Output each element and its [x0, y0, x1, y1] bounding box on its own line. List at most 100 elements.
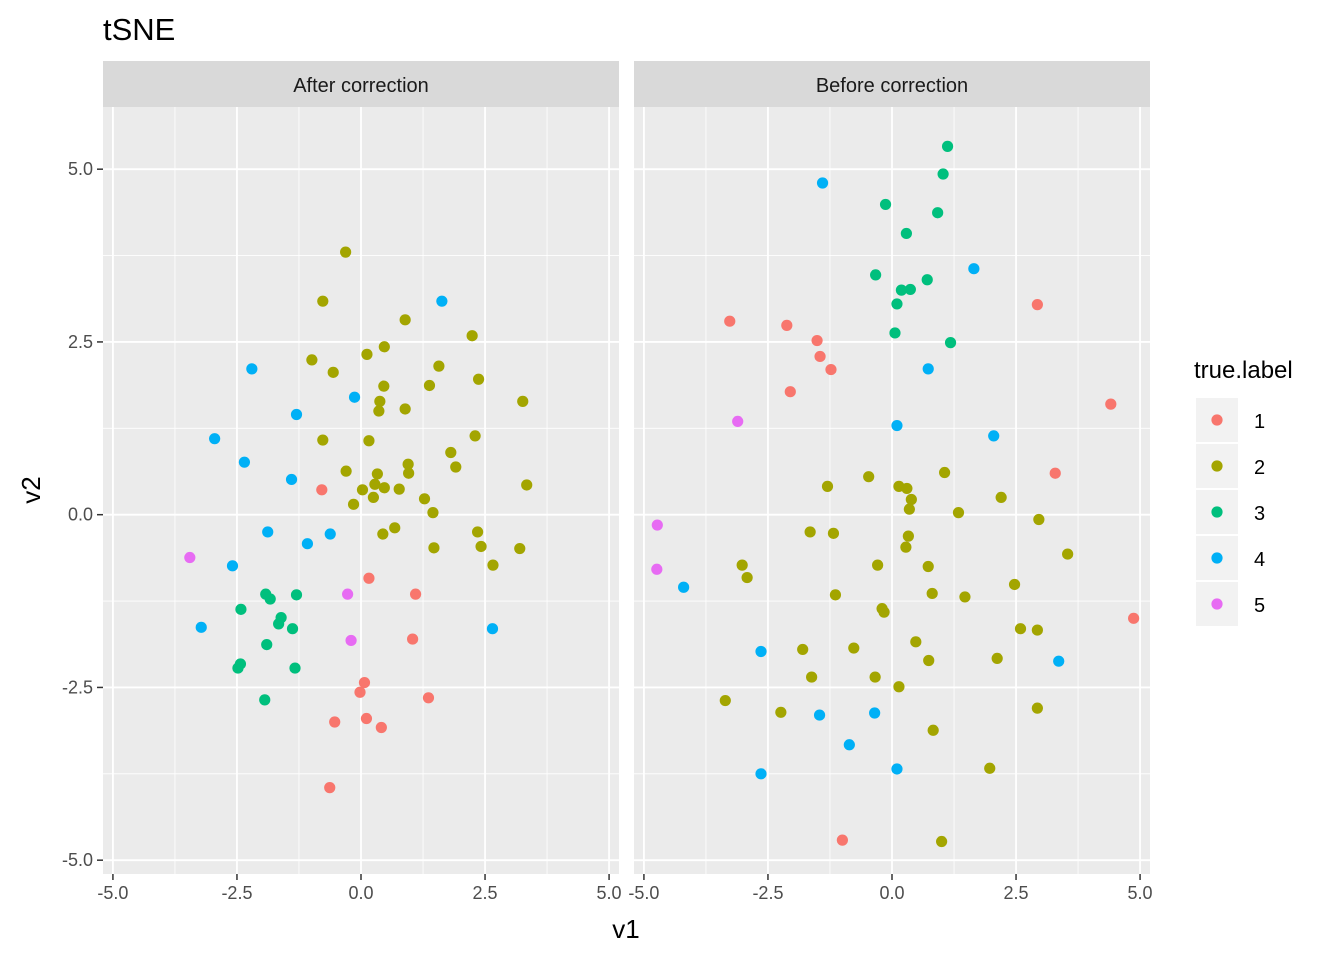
point-label-2 [389, 522, 401, 534]
point-label-3 [260, 588, 272, 600]
point-label-2 [340, 246, 352, 258]
point-label-3 [889, 327, 901, 339]
point-label-2 [427, 507, 439, 519]
point-label-2 [399, 314, 411, 326]
data-points [651, 140, 1140, 848]
point-label-3 [259, 694, 271, 706]
point-label-4 [678, 581, 690, 593]
legend-label-5: 5 [1254, 595, 1265, 617]
point-label-1 [781, 319, 793, 331]
point-label-5 [345, 634, 357, 647]
point-label-2 [423, 379, 436, 392]
point-label-2 [741, 571, 753, 584]
point-label-4 [290, 408, 303, 421]
point-label-4 [486, 623, 499, 635]
point-label-2 [475, 540, 487, 553]
point-label-4 [922, 363, 934, 375]
point-label-2 [869, 671, 881, 683]
point-label-4 [891, 763, 903, 775]
point-label-2 [469, 430, 481, 442]
point-label-2 [936, 835, 948, 848]
point-label-2 [821, 480, 834, 492]
point-label-1 [407, 633, 419, 645]
point-label-4 [226, 560, 239, 572]
point-label-2 [450, 461, 462, 473]
point-label-2 [927, 724, 939, 736]
point-label-2 [736, 559, 748, 571]
point-label-2 [804, 526, 816, 538]
point-label-2 [466, 330, 478, 342]
point-label-2 [863, 471, 875, 483]
legend-swatch-4 [1211, 552, 1223, 564]
point-label-2 [775, 706, 787, 718]
point-label-1 [375, 721, 387, 734]
panel-before-correction: Before correction -5.0 -2.5 0.0 2.5 5.0 [628, 61, 1153, 903]
legend-swatch-2 [1211, 460, 1223, 472]
x-tick-label: 5.0 [597, 883, 622, 903]
chart-title: tSNE [103, 12, 175, 47]
point-label-1 [784, 386, 796, 398]
point-label-1 [724, 315, 736, 327]
point-label-2 [317, 295, 329, 307]
facet-strip [103, 61, 619, 107]
point-label-2 [901, 482, 913, 495]
panels: After correction -5.0 -2.5 0.0 2.5 5.0 -5.0 -2.… [62, 61, 1153, 903]
point-label-5 [342, 588, 354, 600]
point-label-2 [910, 636, 922, 648]
point-label-2 [317, 434, 329, 446]
x-axis-title: v1 [612, 914, 639, 944]
point-label-4 [968, 263, 980, 275]
point-label-2 [926, 587, 938, 600]
point-label-2 [471, 526, 484, 538]
point-label-3 [879, 198, 892, 211]
point-label-4 [324, 528, 336, 540]
point-label-2 [340, 465, 352, 477]
point-label-3 [895, 284, 908, 296]
point-label-3 [944, 337, 957, 349]
point-label-1 [354, 686, 366, 698]
x-tick-label: 0.0 [879, 883, 904, 903]
y-tick-label: 0.0 [68, 505, 93, 525]
point-label-2 [445, 446, 457, 459]
point-label-3 [941, 140, 954, 152]
point-label-2 [402, 458, 414, 470]
point-label-5 [184, 551, 196, 564]
point-label-2 [428, 542, 440, 554]
point-label-4 [843, 739, 855, 751]
x-tick-label: -2.5 [752, 883, 783, 903]
point-label-4 [988, 430, 1000, 442]
point-label-4 [246, 363, 258, 375]
point-label-1 [811, 334, 823, 347]
point-label-2 [327, 366, 339, 378]
point-label-2 [797, 643, 809, 656]
point-label-4 [285, 473, 298, 486]
point-label-3 [891, 298, 903, 310]
point-label-2 [984, 762, 996, 774]
legend-swatch-5 [1211, 598, 1223, 610]
point-label-2 [378, 482, 390, 494]
point-label-2 [521, 479, 533, 491]
point-label-2 [905, 493, 917, 506]
x-tick-label: 2.5 [473, 883, 498, 903]
point-label-4 [755, 768, 767, 780]
point-label-1 [836, 834, 848, 846]
point-label-2 [363, 435, 375, 447]
data-points [184, 246, 533, 794]
facet-strip-label: After correction [293, 75, 429, 97]
point-label-4 [891, 419, 903, 432]
point-label-2 [952, 507, 965, 519]
point-label-3 [904, 283, 916, 296]
panel-after-correction: After correction -5.0 -2.5 0.0 2.5 5.0 -5.0 -2.… [62, 61, 622, 903]
legend: true.label 1 2 3 4 5 [1194, 357, 1293, 626]
x-tick-label: -5.0 [97, 883, 128, 903]
point-label-2 [900, 541, 912, 553]
point-label-1 [316, 484, 328, 496]
point-label-3 [261, 638, 273, 651]
point-label-4 [262, 526, 274, 538]
point-label-2 [517, 395, 529, 407]
point-label-2 [361, 348, 373, 360]
point-label-2 [923, 654, 935, 667]
point-label-2 [393, 483, 405, 495]
point-label-1 [409, 588, 422, 600]
